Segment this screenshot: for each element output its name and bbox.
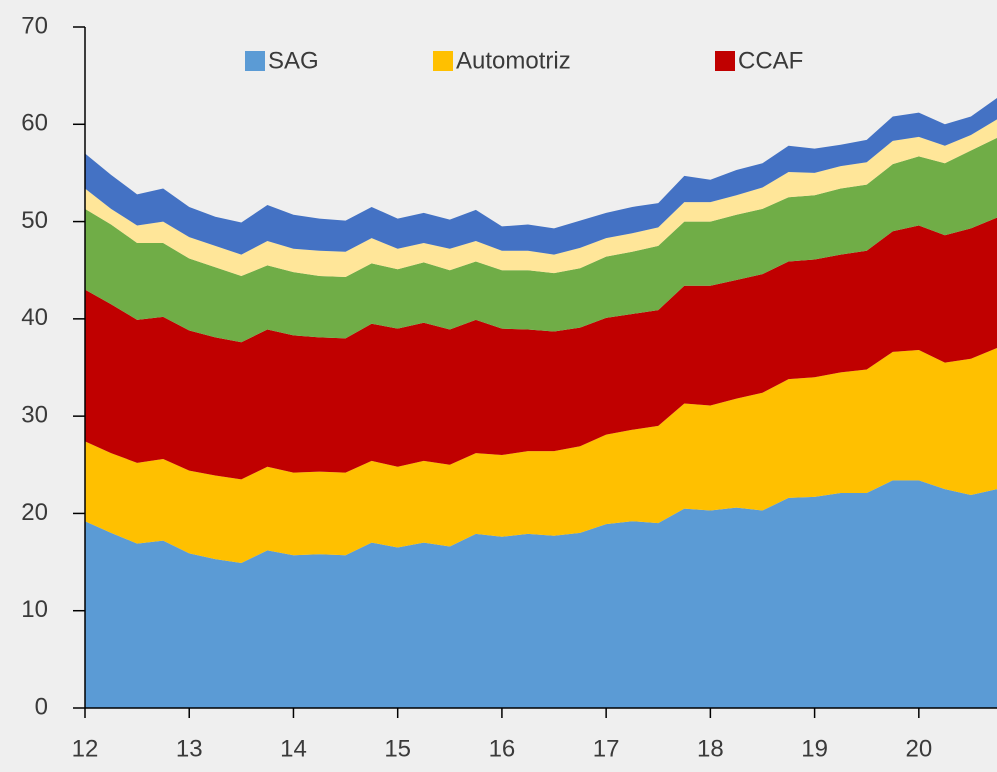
x-tick-label: 16: [489, 735, 516, 762]
x-tick-label: 15: [384, 735, 411, 762]
y-tick-label: 60: [21, 110, 48, 137]
y-tick-label: 50: [21, 207, 48, 234]
y-tick-label: 20: [21, 499, 48, 526]
y-tick-label: 30: [21, 401, 48, 428]
area: [85, 348, 997, 564]
y-tick-label: 10: [21, 596, 48, 623]
legend-label: SAG: [268, 47, 319, 74]
legend-label: Automotriz: [456, 47, 571, 74]
area: [85, 217, 997, 480]
x-tick-label: 13: [176, 735, 203, 762]
legend-label: CCAF: [738, 47, 803, 74]
legend-swatch: [245, 51, 265, 71]
x-tick-label: 14: [280, 735, 307, 762]
legend-swatch: [715, 51, 735, 71]
area: [85, 137, 997, 343]
x-tick-label: 17: [593, 735, 620, 762]
x-tick-label: 18: [697, 735, 724, 762]
legend-swatch: [433, 51, 453, 71]
y-tick-label: 70: [21, 12, 48, 39]
x-tick-label: 19: [801, 735, 828, 762]
y-tick-label: 0: [35, 693, 48, 720]
x-tick-label: 12: [72, 735, 99, 762]
y-tick-label: 40: [21, 304, 48, 331]
area: [85, 480, 997, 708]
x-tick-label: 20: [905, 735, 932, 762]
